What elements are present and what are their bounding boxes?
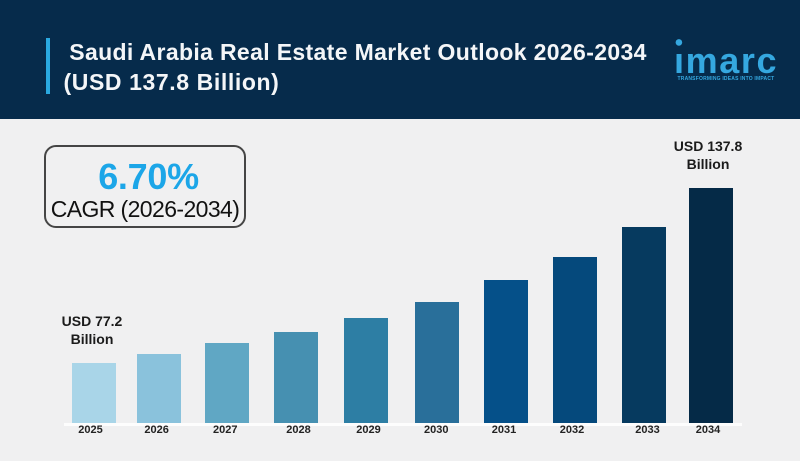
- svg-text:TRANSFORMING IDEAS INTO IMPACT: TRANSFORMING IDEAS INTO IMPACT: [678, 76, 775, 82]
- svg-text:ımarc: ımarc: [674, 40, 778, 81]
